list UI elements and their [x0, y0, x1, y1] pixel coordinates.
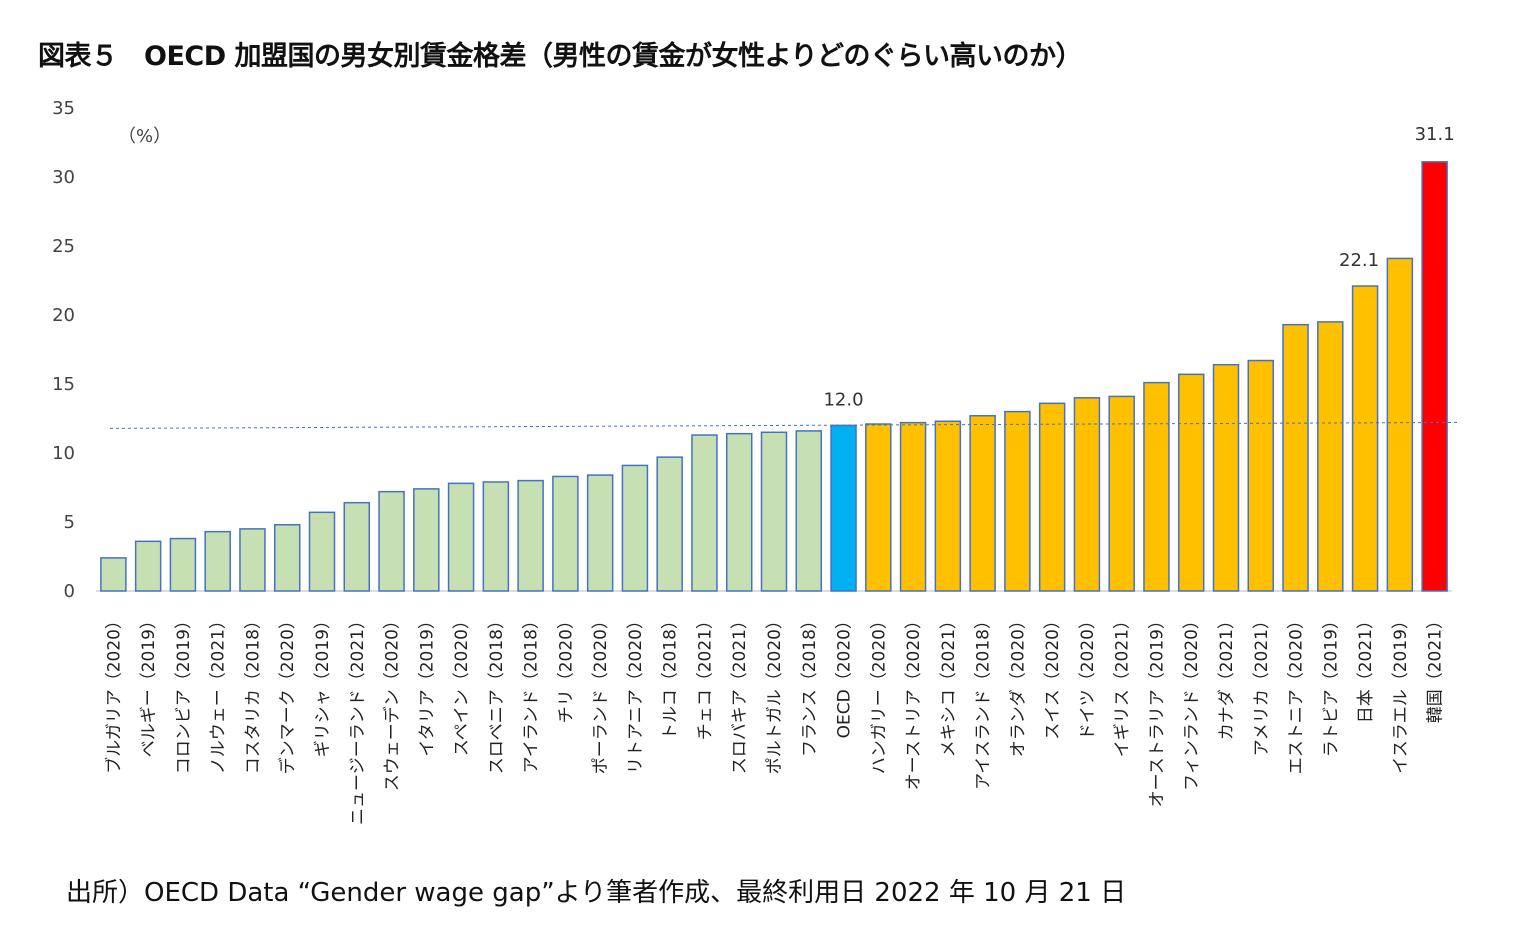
bar: [969, 414, 996, 592]
y-tick-label: 10: [52, 443, 75, 464]
y-tick-label: 30: [52, 167, 75, 188]
category-label: リトアニア（2020）: [626, 612, 646, 774]
bar: [656, 456, 683, 592]
bar: [1108, 395, 1135, 592]
category-label: アメリカ（2021）: [1252, 612, 1272, 756]
category-label: ラトビア（2019）: [1321, 612, 1341, 757]
category-label: エストニア（2020）: [1287, 612, 1307, 774]
category-label: カナダ（2021）: [1217, 612, 1237, 740]
bar: [1351, 285, 1379, 592]
bar: [447, 482, 475, 592]
category-label: スウェーデン（2020）: [382, 612, 403, 791]
category-label: オーストラリア（2019）: [1147, 612, 1167, 807]
category-label: デンマーク（2020）: [277, 612, 298, 774]
category-label: ノルウェー（2021）: [209, 612, 229, 774]
category-label: ニュージーランド（2021）: [348, 612, 368, 825]
category-label: ベルギー（2019）: [139, 612, 159, 757]
bar: [1143, 381, 1170, 592]
category-label: 日本（2021）: [1356, 612, 1376, 723]
category-label: コロンビア（2019）: [174, 612, 194, 774]
category-label: チリ（2020）: [556, 612, 576, 723]
category-label: ブルガリア（2020）: [103, 612, 124, 774]
category-label: ハンガリー（2020）: [869, 612, 889, 774]
data-label: 12.0: [823, 389, 863, 410]
bar: [1317, 321, 1344, 592]
bar: [934, 420, 962, 592]
bar: [1247, 359, 1275, 592]
category-label: アイスランド（2018）: [974, 612, 994, 790]
bar: [100, 557, 127, 592]
category-label: イギリス（2021）: [1113, 612, 1133, 757]
bar: [865, 423, 892, 592]
category-label: アイランド（2018）: [522, 612, 542, 773]
category-label: 韓国（2021）: [1426, 612, 1446, 723]
y-tick-label: 15: [52, 374, 75, 395]
bar: [517, 479, 544, 592]
category-label: トルコ（2018）: [661, 612, 681, 740]
y-tick-label: 0: [64, 581, 75, 602]
source-note: 出所）OECD Data “Gender wage gap”より筆者作成、最終利…: [66, 878, 1127, 908]
bar: [239, 528, 266, 592]
chart-title: 図表５ OECD 加盟国の男女別賃金格差（男性の賃金が女性よりどのぐらい高いのか…: [38, 41, 1082, 72]
bar: [1212, 363, 1240, 592]
bar: [1004, 410, 1031, 592]
bar: [830, 424, 857, 592]
category-label: ポーランド（2020）: [591, 612, 611, 774]
bar: [691, 434, 718, 592]
category-label: コスタリカ（2018）: [243, 612, 263, 774]
bar: [621, 464, 649, 592]
bar: [1282, 323, 1309, 592]
bar: [760, 431, 788, 592]
bar: [308, 511, 336, 592]
category-label: スペイン（2020）: [452, 612, 472, 756]
category-label: チェコ（2021）: [695, 612, 715, 740]
category-label: スロベニア（2018）: [487, 612, 507, 774]
category-label: ポルトガル（2020）: [765, 612, 785, 774]
category-label: スロバキア（2021）: [730, 612, 750, 774]
category-label: スイス（2020）: [1043, 612, 1063, 740]
bar: [134, 540, 162, 592]
data-label: 22.1: [1339, 250, 1379, 271]
bar: [1421, 161, 1448, 592]
bar: [204, 530, 231, 592]
category-label: オランダ（2020）: [1008, 612, 1028, 757]
bar: [1038, 402, 1066, 592]
category-label: イスラエル（2019）: [1391, 612, 1411, 774]
y-axis-unit: （%）: [118, 126, 171, 147]
bar: [343, 501, 371, 592]
bar: [795, 430, 823, 592]
y-tick-label: 5: [64, 512, 75, 533]
category-label: ドイツ（2020）: [1078, 612, 1098, 740]
bar: [273, 524, 301, 592]
y-tick-label: 35: [52, 98, 75, 119]
category-label: オーストリア（2020）: [904, 612, 924, 790]
category-label: ギリシャ（2019）: [313, 612, 333, 757]
category-label: フィンランド（2020）: [1182, 612, 1202, 791]
y-tick-label: 20: [52, 305, 75, 326]
bar: [482, 481, 510, 592]
bar: [1177, 373, 1205, 592]
bar: [1386, 257, 1414, 592]
bar: [899, 421, 927, 592]
category-label: メキシコ（2021）: [939, 612, 959, 757]
bar: [586, 474, 614, 592]
bar: [552, 475, 579, 592]
category-label: イタリア（2019）: [417, 612, 437, 757]
data-label: 31.1: [1415, 124, 1455, 145]
bar: [413, 488, 440, 592]
bar: [169, 537, 197, 592]
bar: [1073, 397, 1101, 592]
bar: [378, 490, 405, 592]
bar: [725, 432, 753, 592]
category-label: OECD（2020）: [835, 612, 855, 738]
category-label: フランス（2018）: [800, 612, 820, 757]
y-tick-label: 25: [52, 236, 75, 257]
